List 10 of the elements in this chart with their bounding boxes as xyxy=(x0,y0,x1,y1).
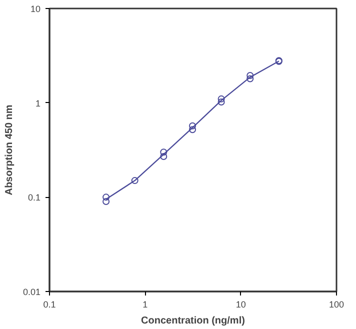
y-tick-label: 0.01 xyxy=(22,287,41,297)
x-tick-label: 100 xyxy=(328,300,344,310)
y-axis-title: Absorption 450 nm xyxy=(4,104,15,196)
x-axis-title: Concentration (ng/ml) xyxy=(141,316,245,326)
y-tick-label: 0.1 xyxy=(28,192,41,203)
x-tick-label: 10 xyxy=(236,300,246,310)
y-tick-label: 10 xyxy=(30,4,41,14)
x-tick-label: 1 xyxy=(142,300,148,310)
y-tick-label: 1 xyxy=(35,98,41,108)
x-tick-label: 0.1 xyxy=(43,300,56,310)
